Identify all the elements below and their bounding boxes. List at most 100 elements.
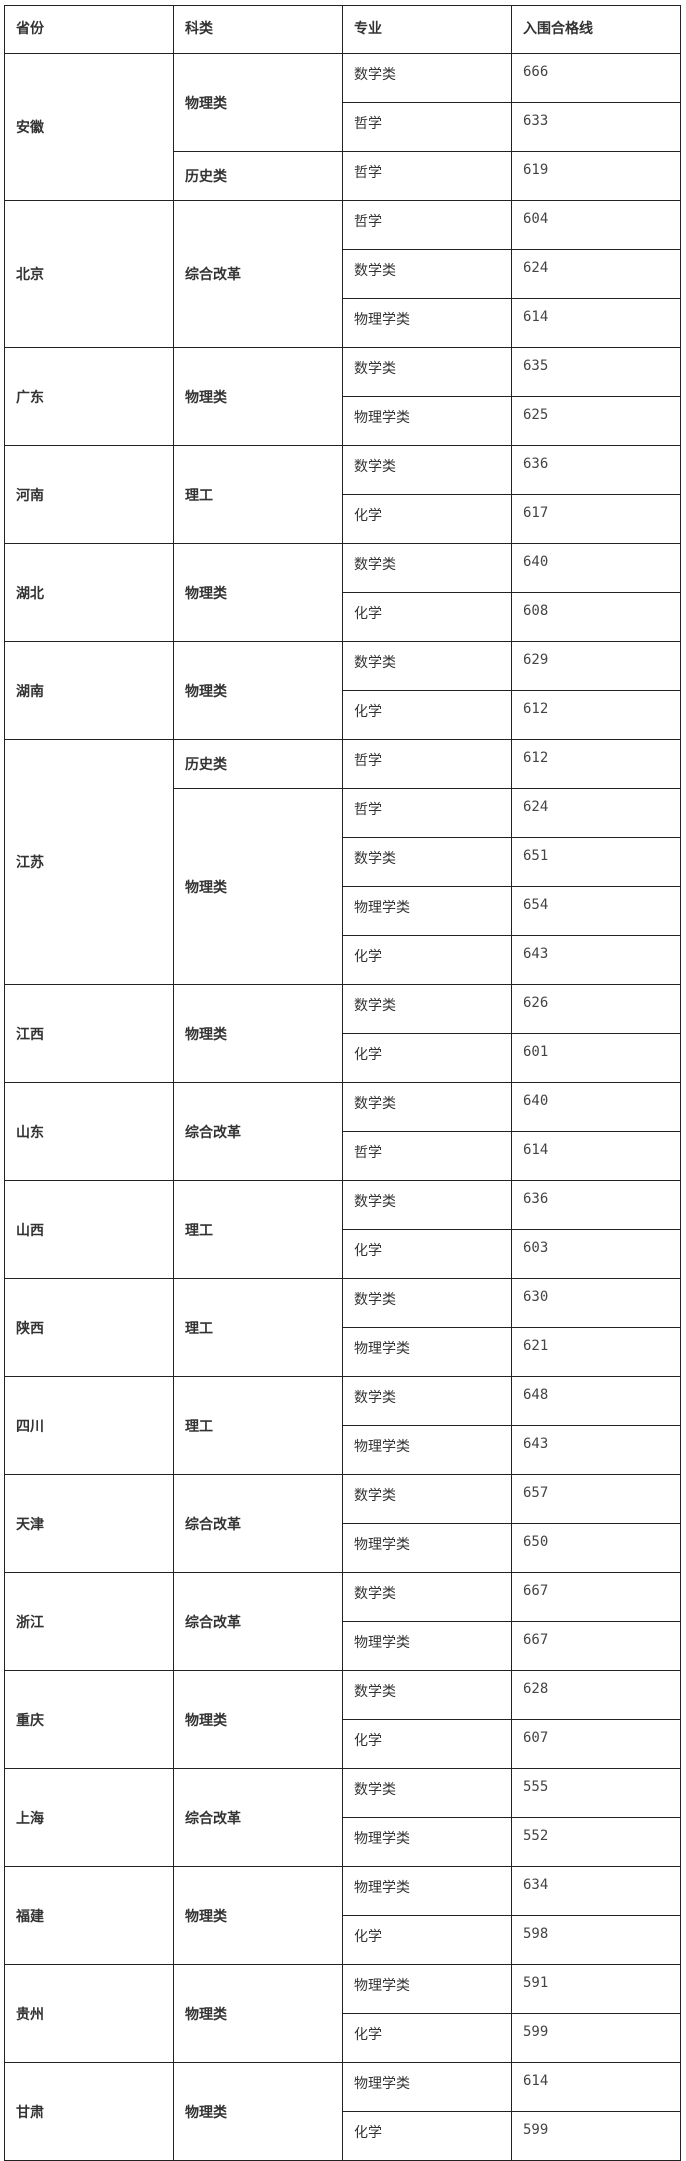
province-cell: 江苏 [4, 739, 174, 985]
major-cell: 哲学 [342, 200, 512, 250]
category-cell: 物理类 [173, 347, 343, 446]
table-row: 历史类 哲学 619 [5, 151, 681, 201]
score-cell: 643 [511, 935, 681, 985]
major-cell: 数学类 [342, 1082, 512, 1132]
major-cell: 物理学类 [342, 1964, 512, 2014]
score-cell: 612 [511, 690, 681, 740]
major-cell: 数学类 [342, 1670, 512, 1720]
province-cell: 上海 [4, 1768, 174, 1867]
table-row: 物理学类 552 [5, 1817, 681, 1867]
table-row: 物理学类 621 [5, 1327, 681, 1377]
table-row: 化学 598 [5, 1915, 681, 1965]
major-cell: 数学类 [342, 347, 512, 397]
major-cell: 数学类 [342, 1572, 512, 1622]
category-cell: 理工 [173, 1376, 343, 1475]
major-cell: 数学类 [342, 543, 512, 593]
table-row: 数学类 624 [5, 249, 681, 299]
province-cell: 山西 [4, 1180, 174, 1279]
province-cell: 河南 [4, 445, 174, 544]
major-cell: 哲学 [342, 788, 512, 838]
category-cell: 综合改革 [173, 1082, 343, 1181]
major-cell: 化学 [342, 592, 512, 642]
score-cell: 634 [511, 1866, 681, 1916]
table-row: 物理学类 614 [5, 298, 681, 348]
table-row: 广东 物理类 数学类 635 [4, 347, 681, 446]
score-cell: 612 [511, 739, 681, 789]
table-row: 贵州 物理类 物理学类 591 [4, 1964, 681, 2063]
province-cell: 湖南 [4, 641, 174, 740]
province-cell: 安徽 [4, 53, 174, 201]
category-cell: 物理类 [173, 543, 343, 642]
category-cell: 物理类 [173, 984, 343, 1083]
table-row: 甘肃 物理类 物理学类 614 [4, 2062, 681, 2161]
category-cell: 历史类 [173, 739, 343, 789]
major-cell: 数学类 [342, 53, 512, 103]
table-header-row: 省份 科类 专业 入围合格线 [4, 5, 681, 54]
score-cell: 633 [511, 102, 681, 152]
major-cell: 哲学 [342, 151, 512, 201]
score-cell: 640 [511, 543, 681, 593]
score-cell: 667 [511, 1621, 681, 1671]
major-cell: 哲学 [342, 1131, 512, 1181]
table-row: 湖北 物理类 数学类 640 [4, 543, 681, 642]
table-row: 数学类 651 [5, 837, 681, 887]
score-cell: 648 [511, 1376, 681, 1426]
major-cell: 化学 [342, 935, 512, 985]
table-row: 上海 综合改革 数学类 555 [4, 1768, 681, 1867]
table-row: 化学 612 [5, 690, 681, 740]
score-cell: 552 [511, 1817, 681, 1867]
table-row: 物理学类 654 [5, 886, 681, 936]
score-cell: 614 [511, 2062, 681, 2112]
table-row: 化学 643 [5, 935, 681, 985]
province-cell: 江西 [4, 984, 174, 1083]
major-cell: 化学 [342, 1229, 512, 1279]
major-cell: 物理学类 [342, 1866, 512, 1916]
table-row: 化学 617 [5, 494, 681, 544]
category-cell: 物理类 [173, 53, 343, 152]
table-row: 江西 物理类 数学类 626 [4, 984, 681, 1083]
major-cell: 物理学类 [342, 1621, 512, 1671]
category-cell: 物理类 [173, 788, 343, 985]
province-cell: 四川 [4, 1376, 174, 1475]
major-cell: 化学 [342, 494, 512, 544]
header-score: 入围合格线 [511, 5, 681, 54]
table-row: 北京 综合改革 哲学 604 [4, 200, 681, 348]
table-row: 化学 603 [5, 1229, 681, 1279]
score-cell: 640 [511, 1082, 681, 1132]
major-cell: 数学类 [342, 1474, 512, 1524]
table-row: 化学 608 [5, 592, 681, 642]
province-cell: 山东 [4, 1082, 174, 1181]
score-cell: 608 [511, 592, 681, 642]
header-major: 专业 [342, 5, 512, 54]
table-row: 山东 综合改革 数学类 640 [4, 1082, 681, 1181]
score-cell: 629 [511, 641, 681, 691]
major-cell: 数学类 [342, 984, 512, 1034]
table-row: 陕西 理工 数学类 630 [4, 1278, 681, 1377]
score-cell: 624 [511, 788, 681, 838]
score-cell: 666 [511, 53, 681, 103]
major-cell: 化学 [342, 690, 512, 740]
major-cell: 物理学类 [342, 1817, 512, 1867]
category-cell: 历史类 [173, 151, 343, 201]
table-row: 四川 理工 数学类 648 [4, 1376, 681, 1475]
score-cell: 621 [511, 1327, 681, 1377]
category-cell: 理工 [173, 445, 343, 544]
major-cell: 物理学类 [342, 298, 512, 348]
table-row: 物理类 哲学 624 [5, 788, 681, 985]
table-row: 安徽 物理类 数学类 666 [4, 53, 681, 201]
score-cell: 626 [511, 984, 681, 1034]
major-cell: 化学 [342, 2111, 512, 2161]
score-cell: 598 [511, 1915, 681, 1965]
score-cell: 607 [511, 1719, 681, 1769]
score-cell: 591 [511, 1964, 681, 2014]
province-cell: 北京 [4, 200, 174, 348]
score-cell: 614 [511, 298, 681, 348]
major-cell: 物理学类 [342, 1425, 512, 1475]
score-cell: 657 [511, 1474, 681, 1524]
header-category: 科类 [173, 5, 343, 54]
province-cell: 重庆 [4, 1670, 174, 1769]
major-cell: 数学类 [342, 249, 512, 299]
major-cell: 数学类 [342, 1278, 512, 1328]
table-row: 湖南 物理类 数学类 629 [4, 641, 681, 740]
category-cell: 物理类 [173, 1964, 343, 2063]
